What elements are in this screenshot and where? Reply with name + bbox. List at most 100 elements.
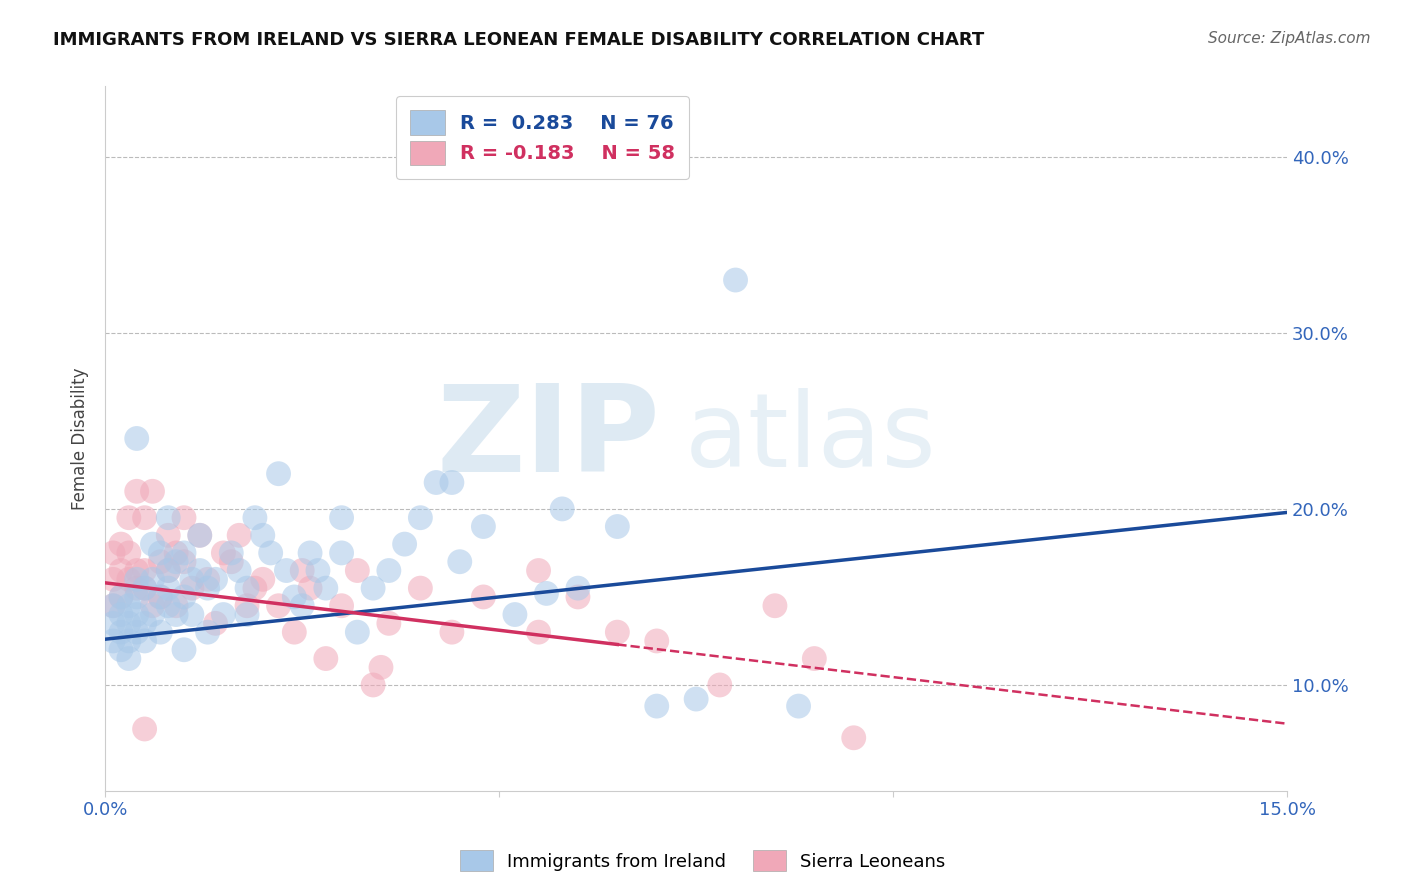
Point bbox=[330, 599, 353, 613]
Point bbox=[370, 660, 392, 674]
Point bbox=[763, 599, 786, 613]
Point bbox=[283, 590, 305, 604]
Point bbox=[378, 564, 401, 578]
Point bbox=[260, 546, 283, 560]
Point bbox=[440, 475, 463, 490]
Point bbox=[267, 467, 290, 481]
Point bbox=[219, 555, 242, 569]
Point bbox=[346, 625, 368, 640]
Text: ZIP: ZIP bbox=[437, 380, 661, 497]
Point bbox=[110, 564, 132, 578]
Point bbox=[299, 546, 322, 560]
Point bbox=[283, 625, 305, 640]
Point bbox=[243, 581, 266, 595]
Point bbox=[212, 546, 235, 560]
Point bbox=[125, 607, 148, 622]
Point bbox=[134, 581, 156, 595]
Point bbox=[252, 528, 274, 542]
Point bbox=[197, 581, 219, 595]
Point bbox=[394, 537, 416, 551]
Point bbox=[685, 692, 707, 706]
Point bbox=[228, 528, 250, 542]
Point bbox=[645, 699, 668, 714]
Point bbox=[197, 625, 219, 640]
Point bbox=[472, 590, 495, 604]
Point bbox=[267, 599, 290, 613]
Point bbox=[236, 599, 259, 613]
Point bbox=[645, 634, 668, 648]
Point bbox=[228, 564, 250, 578]
Point bbox=[188, 528, 211, 542]
Point bbox=[110, 607, 132, 622]
Point bbox=[110, 642, 132, 657]
Point bbox=[236, 607, 259, 622]
Point bbox=[141, 484, 163, 499]
Point bbox=[101, 599, 124, 613]
Point bbox=[149, 555, 172, 569]
Point bbox=[409, 581, 432, 595]
Point bbox=[527, 564, 550, 578]
Point bbox=[197, 572, 219, 586]
Point bbox=[842, 731, 865, 745]
Point bbox=[173, 510, 195, 524]
Point bbox=[173, 555, 195, 569]
Point bbox=[149, 590, 172, 604]
Point bbox=[134, 510, 156, 524]
Text: Source: ZipAtlas.com: Source: ZipAtlas.com bbox=[1208, 31, 1371, 46]
Point bbox=[118, 651, 141, 665]
Point bbox=[157, 528, 180, 542]
Point bbox=[118, 599, 141, 613]
Point bbox=[567, 590, 589, 604]
Point bbox=[330, 510, 353, 524]
Point bbox=[101, 546, 124, 560]
Point bbox=[291, 564, 314, 578]
Point bbox=[134, 564, 156, 578]
Point bbox=[449, 555, 471, 569]
Point bbox=[472, 519, 495, 533]
Point bbox=[125, 590, 148, 604]
Point bbox=[188, 564, 211, 578]
Point bbox=[157, 564, 180, 578]
Point bbox=[118, 572, 141, 586]
Point bbox=[536, 586, 558, 600]
Point bbox=[134, 616, 156, 631]
Point bbox=[361, 678, 384, 692]
Point bbox=[165, 599, 187, 613]
Point bbox=[149, 625, 172, 640]
Point bbox=[503, 607, 526, 622]
Point bbox=[101, 599, 124, 613]
Point bbox=[361, 581, 384, 595]
Point bbox=[165, 555, 187, 569]
Point bbox=[101, 616, 124, 631]
Point bbox=[409, 510, 432, 524]
Point bbox=[173, 590, 195, 604]
Point bbox=[425, 475, 447, 490]
Point bbox=[165, 546, 187, 560]
Point bbox=[157, 564, 180, 578]
Point bbox=[149, 590, 172, 604]
Point bbox=[134, 581, 156, 595]
Point bbox=[125, 581, 148, 595]
Point bbox=[125, 564, 148, 578]
Point bbox=[173, 546, 195, 560]
Point bbox=[709, 678, 731, 692]
Point bbox=[440, 625, 463, 640]
Point bbox=[165, 607, 187, 622]
Point bbox=[110, 537, 132, 551]
Text: atlas: atlas bbox=[685, 388, 936, 489]
Point bbox=[299, 581, 322, 595]
Point bbox=[315, 581, 337, 595]
Point bbox=[212, 607, 235, 622]
Point bbox=[315, 651, 337, 665]
Point bbox=[118, 616, 141, 631]
Point bbox=[204, 616, 226, 631]
Point bbox=[551, 502, 574, 516]
Point bbox=[118, 634, 141, 648]
Point bbox=[291, 599, 314, 613]
Point bbox=[204, 572, 226, 586]
Point bbox=[527, 625, 550, 640]
Point bbox=[330, 546, 353, 560]
Point bbox=[606, 519, 628, 533]
Point bbox=[567, 581, 589, 595]
Point bbox=[110, 590, 132, 604]
